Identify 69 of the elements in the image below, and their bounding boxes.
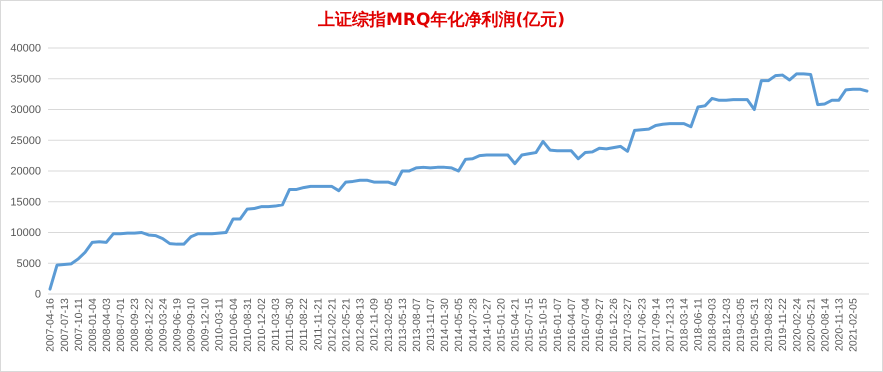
x-tick-label: 2008-04-03 — [101, 298, 114, 352]
x-tick-label: 2007-10-11 — [72, 298, 85, 352]
x-tick-label: 2019-08-23 — [763, 298, 776, 352]
x-tick-label: 2008-01-04 — [86, 298, 99, 352]
y-tick-label: 25000 — [10, 134, 41, 147]
x-tick-label: 2018-03-14 — [678, 298, 691, 352]
x-tick-label: 2019-11-22 — [777, 298, 790, 352]
x-tick-label: 2014-05-05 — [453, 298, 466, 352]
y-tick-label: 15000 — [10, 196, 41, 208]
x-tick-label: 2013-05-13 — [396, 298, 409, 352]
x-tick-label: 2020-08-14 — [819, 298, 832, 352]
y-tick-label: 10000 — [10, 227, 41, 240]
x-tick-label: 2020-02-24 — [791, 298, 804, 352]
x-tick-label: 2013-11-07 — [425, 298, 438, 352]
x-tick-label: 2008-09-23 — [129, 298, 142, 352]
x-tick-label: 2018-12-03 — [720, 298, 733, 352]
x-tick-label: 2016-01-07 — [552, 298, 564, 352]
x-tick-label: 2016-12-26 — [608, 298, 620, 352]
x-tick-label: 2020-05-21 — [805, 298, 818, 352]
x-tick-label: 2016-07-04 — [580, 298, 592, 352]
x-tick-label: 2018-06-11 — [692, 298, 705, 352]
y-tick-label: 35000 — [10, 73, 41, 86]
x-tick-label: 2011-03-03 — [270, 298, 282, 352]
x-tick-label: 2016-04-07 — [566, 298, 578, 352]
line-series — [48, 72, 868, 291]
y-tick-label: 30000 — [10, 104, 41, 116]
x-tick-label: 2012-08-13 — [354, 298, 367, 352]
x-tick-label: 2008-07-01 — [115, 298, 128, 352]
x-tick-label: 2008-12-22 — [143, 298, 156, 352]
x-tick-label: 2017-12-13 — [664, 298, 676, 352]
x-tick-label: 2011-05-30 — [284, 298, 296, 352]
y-tick-label: 0 — [34, 288, 41, 301]
x-tick-label: 2012-05-21 — [340, 298, 352, 352]
x-tick-label: 2016-09-27 — [594, 298, 606, 352]
x-tick-label: 2019-03-05 — [734, 298, 747, 352]
x-tick-label: 2015-10-15 — [538, 298, 550, 352]
x-tick-label: 2009-03-24 — [157, 298, 170, 352]
y-tick-label: 20000 — [10, 166, 41, 178]
x-tick-label: 2013-08-07 — [410, 298, 423, 352]
x-tick-label: 2017-06-23 — [636, 298, 648, 352]
x-tick-label: 2009-06-19 — [171, 298, 184, 352]
x-tick-label: 2017-09-14 — [650, 298, 662, 352]
x-tick-label: 2010-06-04 — [228, 298, 240, 352]
x-tick-label: 2018-09-03 — [706, 298, 719, 352]
x-tick-label: 2021-02-05 — [848, 298, 860, 352]
x-tick-label: 2012-11-09 — [368, 298, 381, 352]
x-tick-label: 2010-08-31 — [242, 298, 254, 352]
x-tick-label: 2010-03-11 — [214, 298, 226, 352]
x-tick-label: 2011-11-21 — [312, 298, 324, 350]
x-tick-label: 2007-07-13 — [58, 298, 71, 352]
x-tick-label: 2014-10-27 — [481, 298, 494, 352]
x-tick-label: 2020-11-13 — [834, 298, 846, 352]
x-tick-label: 2010-12-02 — [256, 298, 268, 352]
x-tick-label: 2009-09-10 — [186, 298, 198, 352]
x-tick-label: 2019-05-31 — [748, 298, 761, 352]
x-tick-label: 2015-01-20 — [495, 298, 508, 352]
x-tick-label: 2014-01-30 — [439, 298, 452, 352]
x-tick-label: 2011-08-22 — [298, 298, 310, 352]
x-tick-label: 2013-02-05 — [382, 298, 395, 352]
x-tick-label: 2017-03-27 — [622, 298, 634, 352]
x-tick-label: 2014-07-28 — [467, 298, 480, 352]
x-tick-label: 2012-02-21 — [326, 298, 338, 352]
y-tick-label: 5000 — [16, 258, 41, 270]
y-tick-label: 40000 — [10, 42, 41, 55]
x-tick-label: 2015-04-21 — [510, 298, 522, 352]
x-tick-label: 2007-04-16 — [44, 298, 57, 352]
x-tick-label: 2015-07-15 — [524, 298, 536, 352]
x-tick-label: 2009-12-10 — [200, 298, 212, 352]
chart-title: 上证综指MRQ年化净利润(亿元) — [317, 10, 565, 30]
